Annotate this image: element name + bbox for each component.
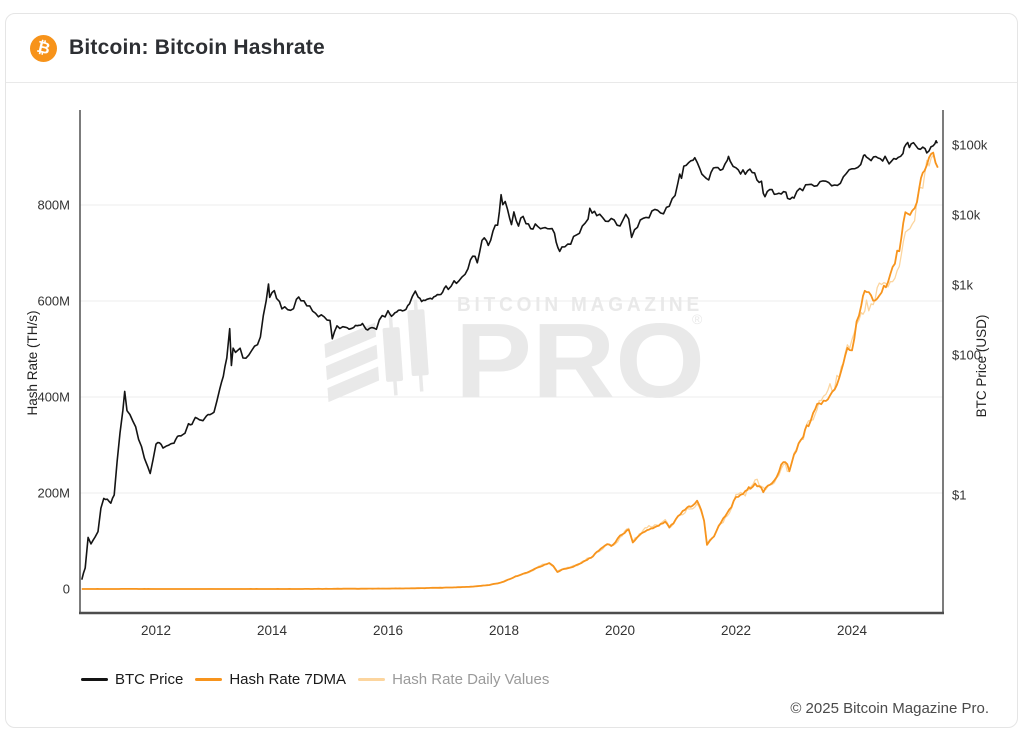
bitcoin-icon: ₿ bbox=[30, 34, 57, 62]
hashrate-chart: BITCOIN MAGAZINEPRO®0200M400M600M800M$1$… bbox=[25, 110, 989, 638]
chart-card: ₿ Bitcoin: Bitcoin Hashrate BITCOIN MAGA… bbox=[5, 13, 1018, 728]
y-right-tick: $1k bbox=[952, 278, 973, 293]
watermark-logo-icon bbox=[324, 299, 429, 403]
legend-item-hash-rate-7dma[interactable]: Hash Rate 7DMA bbox=[195, 671, 346, 688]
x-axis-tick: 2018 bbox=[489, 623, 519, 638]
gridlines bbox=[80, 204, 943, 494]
x-axis-tick: 2014 bbox=[257, 623, 288, 638]
x-axis-labels: 2012 2014 2016 2018 2020 2022 2024 bbox=[141, 623, 868, 638]
x-axis-tick: 2020 bbox=[605, 623, 635, 638]
card-header: ₿ Bitcoin: Bitcoin Hashrate bbox=[6, 14, 1017, 83]
y-left-tick: 0 bbox=[63, 582, 70, 597]
watermark-line1: BITCOIN MAGAZINE bbox=[457, 294, 703, 316]
legend-item-hash-rate-daily-values[interactable]: Hash Rate Daily Values bbox=[358, 671, 549, 688]
legend-label-btc-price: BTC Price bbox=[115, 671, 184, 688]
watermark-line2: PRO bbox=[455, 302, 705, 420]
y-right-tick: $100 bbox=[952, 348, 981, 363]
y-axis-left-labels: 0 200M 400M 600M 800M bbox=[37, 198, 70, 597]
hashrate-7dma-line bbox=[81, 151, 939, 590]
legend-item-btc-price[interactable]: BTC Price bbox=[81, 671, 183, 688]
legend-swatch-hash-rate-7dma bbox=[195, 678, 223, 681]
legend-swatch-hash-rate-daily-values bbox=[358, 678, 386, 681]
legend-swatch-btc-price bbox=[81, 678, 108, 681]
page-title: Bitcoin: Bitcoin Hashrate bbox=[69, 36, 325, 59]
y-right-tick: $1 bbox=[952, 488, 966, 503]
y-left-tick: 400M bbox=[37, 390, 70, 405]
y-right-tick: $10k bbox=[952, 208, 981, 223]
watermark-registered-icon: ® bbox=[692, 311, 703, 327]
btc-price-line bbox=[81, 140, 939, 580]
legend-label-hash-rate-daily-values: Hash Rate Daily Values bbox=[392, 671, 550, 688]
chart-legend: BTC Price Hash Rate 7DMA Hash Rate Daily V… bbox=[81, 671, 549, 688]
plot-border bbox=[79, 110, 944, 615]
bitcoin-symbol: ₿ bbox=[35, 36, 53, 59]
x-axis-tick: 2022 bbox=[721, 623, 751, 638]
x-axis-tick: 2024 bbox=[837, 623, 868, 638]
x-axis-tick: 2016 bbox=[373, 623, 403, 638]
footer-copyright: © 2025 Bitcoin Magazine Pro. bbox=[790, 700, 989, 717]
y-left-tick: 600M bbox=[37, 294, 70, 309]
right-axis-title: BTC Price (USD) bbox=[974, 315, 989, 418]
y-left-tick: 800M bbox=[37, 198, 70, 213]
y-left-tick: 200M bbox=[37, 486, 70, 501]
x-axis-tick: 2012 bbox=[141, 623, 171, 638]
y-axis-right-labels: $1 $100 $1k $10k $100k bbox=[952, 138, 988, 503]
legend-label-hash-rate-7dma: Hash Rate 7DMA bbox=[229, 671, 347, 688]
left-axis-title: Hash Rate (TH/s) bbox=[25, 310, 40, 415]
y-right-tick: $100k bbox=[952, 138, 988, 153]
